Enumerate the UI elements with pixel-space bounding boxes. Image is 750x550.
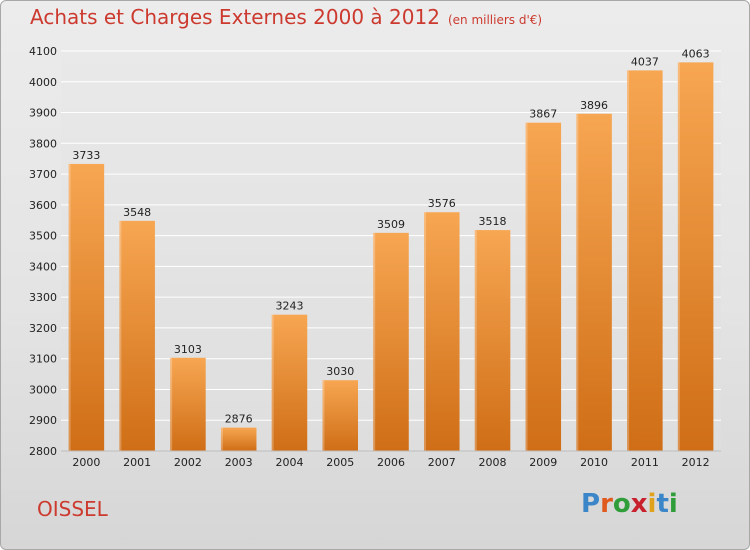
bar-2008 bbox=[474, 230, 511, 451]
bar-2002 bbox=[170, 357, 206, 451]
bar-value-label: 4063 bbox=[682, 47, 710, 60]
bar-highlight bbox=[525, 122, 528, 451]
y-tick-label: 2900 bbox=[29, 414, 57, 427]
commune-name: OISSEL bbox=[37, 497, 108, 521]
y-tick-label: 4000 bbox=[29, 76, 57, 89]
bar-value-label: 3518 bbox=[479, 215, 507, 228]
logo-letter: i bbox=[647, 489, 657, 519]
x-tick-label: 2000 bbox=[72, 456, 100, 469]
bar-value-label: 3243 bbox=[275, 300, 303, 313]
bar-value-label: 3548 bbox=[123, 206, 151, 219]
logo-letter: x bbox=[630, 489, 648, 519]
bar-highlight bbox=[220, 427, 223, 451]
bar-highlight bbox=[170, 357, 173, 451]
y-tick-label: 2800 bbox=[29, 445, 57, 458]
y-tick-label: 3600 bbox=[29, 199, 57, 212]
y-tick-label: 3200 bbox=[29, 322, 57, 335]
x-tick-label: 2004 bbox=[275, 456, 303, 469]
y-tick-label: 3400 bbox=[29, 260, 57, 273]
bar-highlight bbox=[677, 62, 680, 452]
x-tick-label: 2010 bbox=[580, 456, 608, 469]
x-tick-label: 2011 bbox=[631, 456, 659, 469]
x-tick-label: 2009 bbox=[529, 456, 557, 469]
axis-layer: 2800 2900 3000 3100 3200 3300 3400 3500 3600 3700… bbox=[29, 45, 721, 469]
bar-2000 bbox=[68, 163, 105, 451]
bar-highlight bbox=[119, 220, 122, 451]
label-layer: 3733 3548 3103 2876 3243 3030 3509 3576 3518 3867… bbox=[72, 47, 709, 425]
bar-layer bbox=[68, 62, 714, 452]
bar-value-label: 3576 bbox=[428, 197, 456, 210]
bar-highlight bbox=[474, 230, 477, 451]
x-tick-label: 2008 bbox=[479, 456, 507, 469]
bar-highlight bbox=[271, 314, 274, 451]
y-tick-label: 3300 bbox=[29, 291, 57, 304]
x-tick-label: 2005 bbox=[326, 456, 354, 469]
bar-value-label: 4037 bbox=[631, 55, 659, 68]
y-tick-label: 4100 bbox=[29, 45, 57, 58]
x-tick-label: 2006 bbox=[377, 456, 405, 469]
bar-2012 bbox=[677, 62, 714, 452]
bar-2001 bbox=[119, 220, 155, 451]
bar-value-label: 2876 bbox=[225, 413, 253, 426]
chart-title: Achats et Charges Externes 2000 à 2012 (e… bbox=[30, 5, 542, 29]
bar-highlight bbox=[68, 163, 71, 451]
chart-subtitle: (en milliers d'€) bbox=[447, 13, 543, 27]
bar-2010 bbox=[576, 113, 612, 452]
proxiti-logo: Proxiti bbox=[581, 489, 678, 519]
bar-2005 bbox=[322, 380, 358, 451]
logo-letter: r bbox=[600, 489, 613, 519]
bar-value-label: 3509 bbox=[377, 218, 405, 231]
bar-highlight bbox=[322, 380, 325, 451]
y-tick-label: 3500 bbox=[29, 230, 57, 243]
logo-letter: o bbox=[612, 489, 631, 519]
bar-value-label: 3733 bbox=[72, 149, 100, 162]
bar-highlight bbox=[627, 70, 630, 451]
x-tick-label: 2007 bbox=[428, 456, 456, 469]
x-tick-label: 2012 bbox=[682, 456, 710, 469]
logo-letter: i bbox=[668, 489, 678, 519]
logo-letter: t bbox=[656, 489, 669, 519]
chart-title-text: Achats et Charges Externes 2000 à 2012 bbox=[30, 5, 440, 29]
x-tick-label: 2003 bbox=[225, 456, 253, 469]
logo-letter: P bbox=[581, 489, 601, 519]
bar-2004 bbox=[271, 314, 308, 451]
y-tick-label: 3000 bbox=[29, 383, 57, 396]
bar-value-label: 3896 bbox=[580, 99, 608, 112]
bar-value-label: 3030 bbox=[326, 365, 354, 378]
y-tick-label: 3900 bbox=[29, 107, 57, 120]
bar-2009 bbox=[525, 122, 562, 451]
bar-highlight bbox=[576, 113, 579, 452]
bar-2006 bbox=[373, 232, 409, 451]
bar-highlight bbox=[373, 232, 376, 451]
x-tick-label: 2002 bbox=[174, 456, 202, 469]
bar-2007 bbox=[424, 212, 460, 451]
y-tick-label: 3700 bbox=[29, 168, 57, 181]
y-tick-label: 3800 bbox=[29, 137, 57, 150]
y-tick-label: 3100 bbox=[29, 353, 57, 366]
bar-value-label: 3103 bbox=[174, 343, 202, 356]
bar-2003 bbox=[220, 427, 257, 451]
x-tick-label: 2001 bbox=[123, 456, 151, 469]
bar-2011 bbox=[627, 70, 663, 451]
bar-highlight bbox=[424, 212, 426, 451]
bar-value-label: 3867 bbox=[529, 108, 557, 121]
